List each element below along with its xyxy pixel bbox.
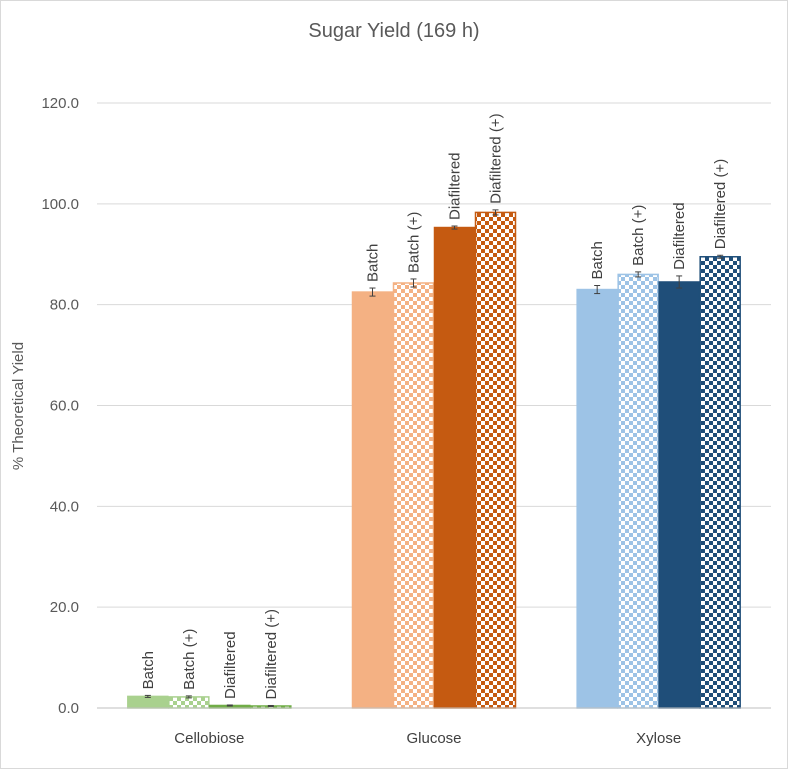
bar [392,282,435,709]
x-axis-categories: Cellobiose Glucose Xylose [174,730,681,747]
bar-label: Batch (+) [181,629,198,690]
x-category-label: Cellobiose [174,730,244,747]
bar-label: Batch (+) [406,212,423,273]
x-category-label: Xylose [636,730,681,747]
bar [576,288,618,709]
bar [699,256,741,709]
bar [617,273,659,709]
x-category-label: Glucose [406,730,461,747]
chart-title: Sugar Yield (169 h) [308,20,479,42]
y-tick-label: 100.0 [41,196,79,213]
bars [127,211,741,709]
y-axis-ticks: 0.0 20.0 40.0 60.0 80.0 100.0 120.0 [41,95,79,717]
bar-label: Batch [589,241,606,279]
bar-label: Batch [140,651,157,689]
bar [127,695,169,709]
y-tick-label: 60.0 [50,398,79,415]
y-tick-label: 40.0 [50,498,79,515]
bar-label: Batch [365,244,382,282]
bar-label: Diafiltered [671,202,688,270]
bar-labels: Batch Batch (+) Diafiltered Diafiltered (+)… [140,113,729,699]
bar [168,696,210,709]
bar-label: Diafiltered [447,152,464,220]
bar [351,291,394,709]
y-tick-label: 0.0 [58,700,79,717]
bar [658,281,700,709]
y-tick-label: 80.0 [50,297,79,314]
y-tick-label: 20.0 [50,599,79,616]
bar [474,211,517,709]
bar [433,226,476,709]
bar-label: Diafiltered (+) [263,609,280,699]
y-axis-label: % Theoretical Yield [10,342,27,470]
y-tick-label: 120.0 [41,95,79,112]
error-bars [144,209,724,707]
bar-label: Batch (+) [630,205,647,266]
bar-label: Diafiltered (+) [488,113,505,203]
bar-label: Diafiltered [222,631,239,699]
bar-label: Diafiltered (+) [712,159,729,249]
